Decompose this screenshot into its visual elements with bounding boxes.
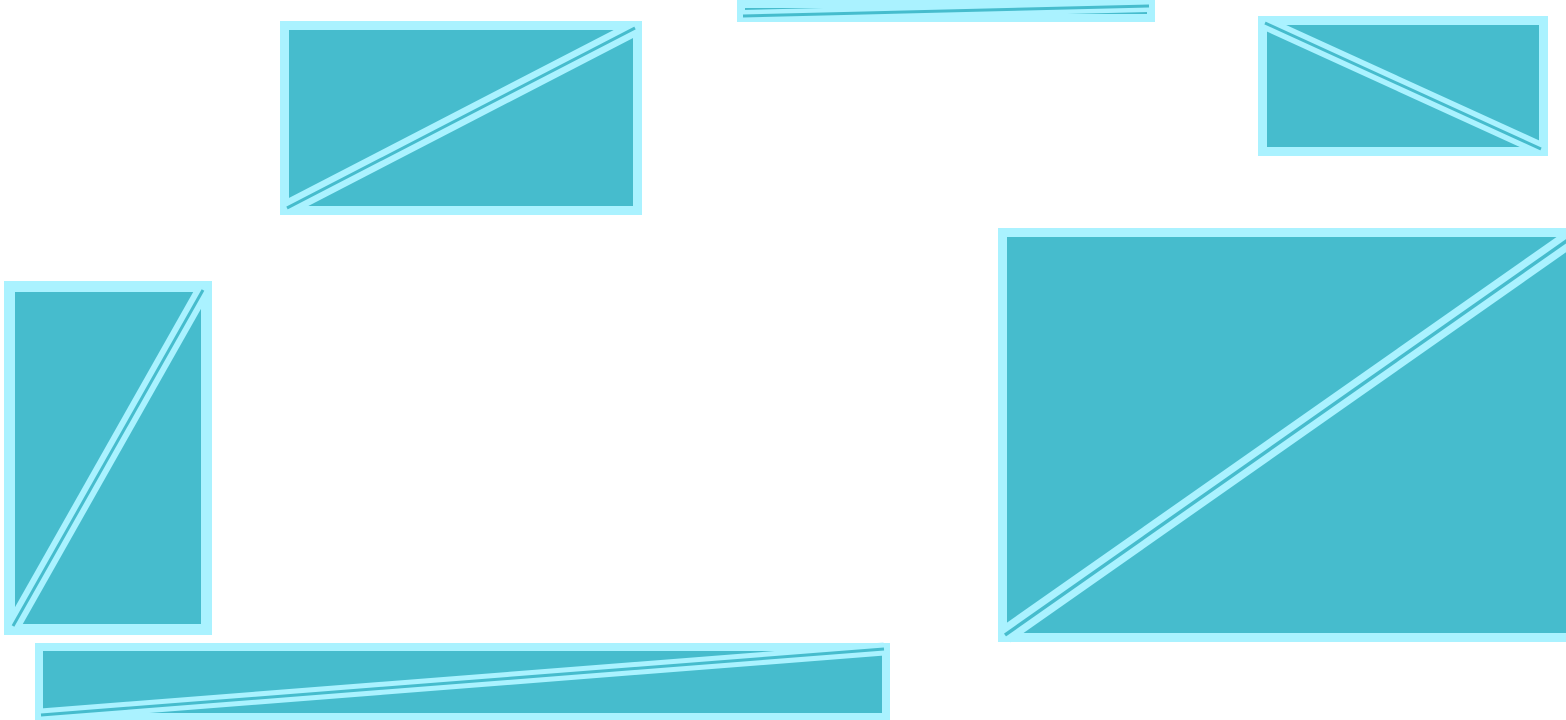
diagonal-line — [40, 647, 885, 717]
box-upper-left — [280, 20, 642, 216]
box-top-right — [1258, 16, 1548, 156]
diagonal-line — [11, 289, 205, 627]
diagonal-line — [1264, 21, 1542, 151]
box-large-right — [998, 228, 1566, 643]
strip-top — [737, 0, 1155, 22]
diagonal-line — [1003, 239, 1566, 637]
box-left-tall — [4, 281, 212, 635]
diagonal-line — [286, 26, 636, 210]
diagonal-line — [742, 4, 1150, 18]
strip-bottom — [35, 642, 890, 720]
